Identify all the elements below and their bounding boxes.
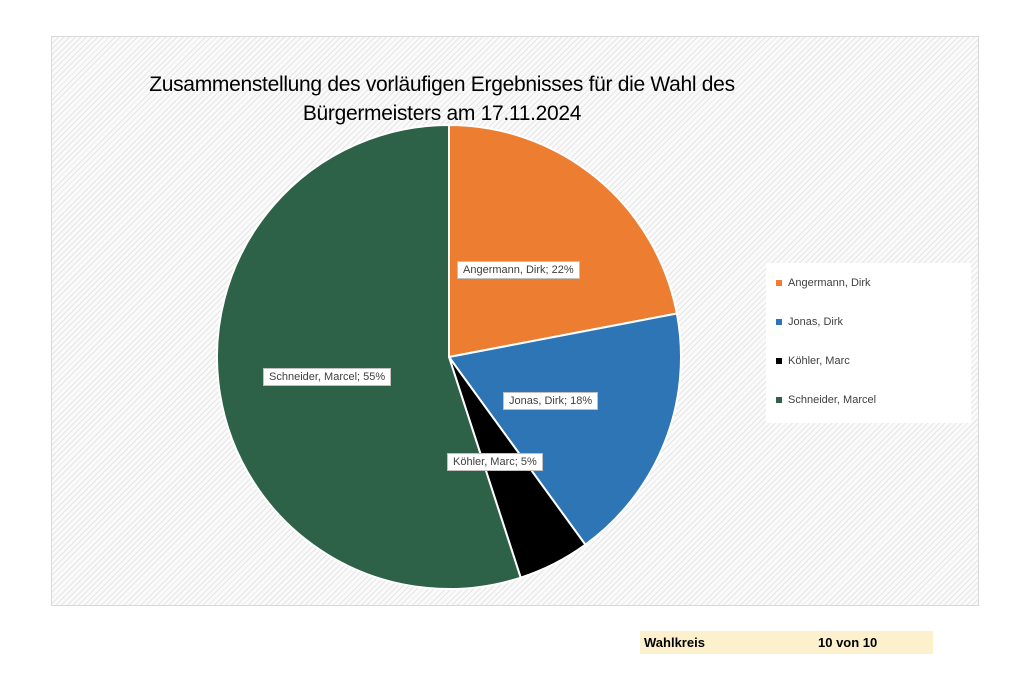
chart-title-line-2: Bürgermeisters am 17.11.2024	[302, 102, 582, 125]
legend-label-schneider: Schneider, Marcel	[788, 394, 877, 406]
chart-title-line-1: Zusammenstellung des vorläufigen Ergebni…	[149, 73, 735, 96]
legend-swatch-koehler	[776, 358, 782, 364]
legend-label-jonas: Jonas, Dirk	[788, 316, 844, 328]
pie-slice-schneider	[216, 123, 522, 590]
chart-title: Zusammenstellung des vorläufigen Ergebni…	[112, 70, 772, 128]
data-label-angermann: Angermann, Dirk; 22%	[457, 261, 580, 279]
legend-item-angermann: Angermann, Dirk	[776, 277, 871, 289]
chart-area: Zusammenstellung des vorläufigen Ergebni…	[51, 36, 979, 606]
pie-slice-angermann	[448, 123, 679, 359]
wahlkreis-box: Wahlkreis 10 von 10	[640, 631, 933, 654]
data-label-jonas: Jonas, Dirk; 18%	[503, 392, 599, 410]
legend: Angermann, Dirk Jonas, Dirk Köhler, Marc Sc…	[766, 263, 971, 423]
legend-label-angermann: Angermann, Dirk	[788, 277, 871, 289]
legend-swatch-jonas	[776, 319, 782, 325]
wahlkreis-value: 10 von 10	[818, 635, 878, 650]
legend-item-jonas: Jonas, Dirk	[776, 316, 843, 328]
data-label-schneider: Schneider, Marcel; 55%	[263, 368, 392, 386]
pie-chart	[216, 123, 682, 590]
legend-swatch-schneider	[776, 397, 782, 403]
data-label-koehler: Köhler, Marc; 5%	[447, 453, 543, 471]
wahlkreis-label: Wahlkreis	[644, 635, 705, 650]
pie-slice-jonas	[447, 312, 682, 547]
legend-item-koehler: Köhler, Marc	[776, 355, 850, 367]
legend-swatch-angermann	[776, 280, 782, 286]
legend-label-koehler: Köhler, Marc	[788, 355, 850, 367]
legend-item-schneider: Schneider, Marcel	[776, 394, 876, 406]
